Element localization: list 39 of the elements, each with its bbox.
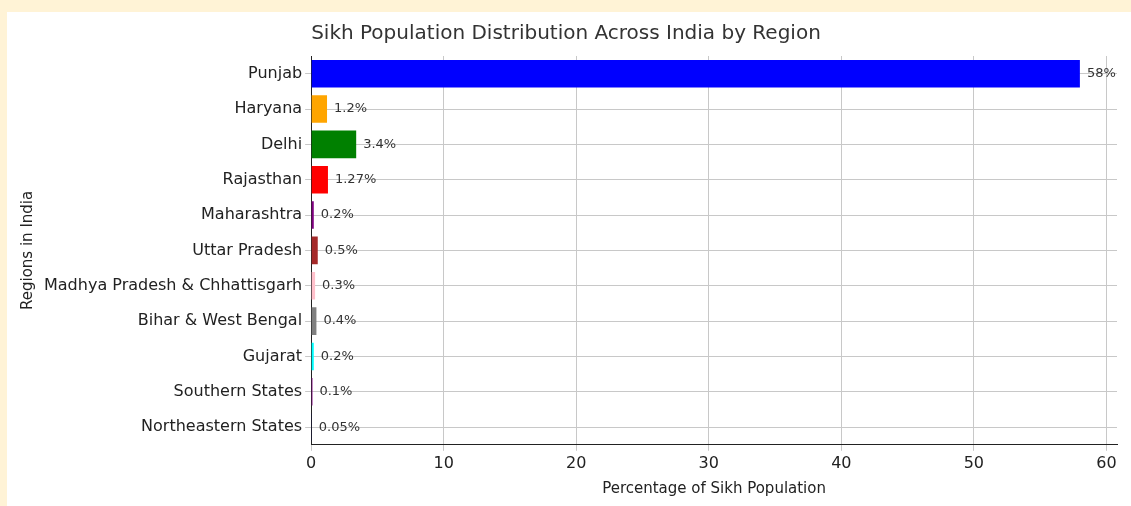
x-axis-title: Percentage of Sikh Population xyxy=(602,478,826,497)
data-label: 0.2% xyxy=(320,347,354,363)
y-tick-label: Bihar & West Bengal xyxy=(137,310,303,330)
bar xyxy=(311,59,1080,88)
bar xyxy=(311,95,328,123)
y-tick-label: Northeastern States xyxy=(141,416,303,436)
data-label: 0.4% xyxy=(323,312,357,328)
bar xyxy=(311,201,314,229)
data-label: 1.2% xyxy=(334,100,368,116)
x-tick-label: 20 xyxy=(566,452,587,472)
y-tick-label: Delhi xyxy=(260,133,303,153)
y-tick-label: Southern States xyxy=(173,380,303,400)
y-axis-title: Regions in India xyxy=(17,190,36,310)
data-label: 3.4% xyxy=(363,135,397,151)
bar xyxy=(311,130,357,159)
data-label: 1.27% xyxy=(334,171,377,187)
data-label: 0.05% xyxy=(318,418,361,434)
y-tick-label: Haryana xyxy=(234,98,303,118)
x-tick-label: 50 xyxy=(963,452,985,472)
data-label: 0.3% xyxy=(322,277,356,293)
bar xyxy=(311,236,318,265)
y-tick-label: Uttar Pradesh xyxy=(192,239,303,259)
chart-title: Sikh Population Distribution Across India by Region xyxy=(311,20,821,45)
x-tick-label: 40 xyxy=(831,452,852,472)
x-tick-label: 10 xyxy=(433,452,454,472)
data-label: 58% xyxy=(1086,65,1116,81)
bar xyxy=(311,165,328,194)
y-tick-label: Rajasthan xyxy=(222,168,303,188)
data-label: 0.2% xyxy=(320,206,354,222)
x-tick-label: 30 xyxy=(698,452,719,472)
y-tick-label: Gujarat xyxy=(242,345,303,365)
data-label: 0.5% xyxy=(324,241,358,257)
y-tick-label: Madhya Pradesh & Chhattisgarh xyxy=(44,274,303,294)
x-tick-label: 0 xyxy=(306,452,317,472)
y-tick-label: Punjab xyxy=(248,62,303,82)
bar xyxy=(311,342,314,371)
data-label: 0.1% xyxy=(319,383,353,399)
y-tick-label: Maharashtra xyxy=(201,204,303,224)
x-tick-label: 60 xyxy=(1096,452,1117,472)
